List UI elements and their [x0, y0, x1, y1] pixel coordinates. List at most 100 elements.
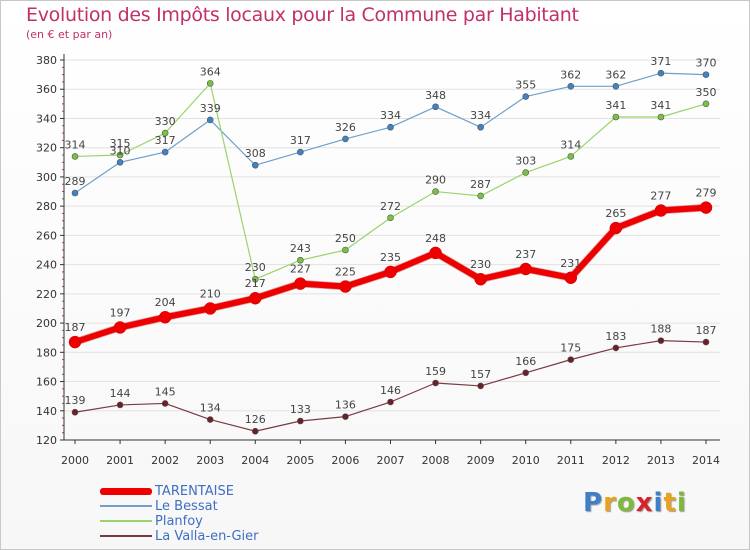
point-planfoy — [161, 129, 169, 137]
data-label-tarentaise: 225 — [335, 266, 356, 279]
data-label-la-valla-en-gier: 187 — [696, 324, 717, 337]
legend-swatch — [100, 520, 152, 522]
point-le-bessat — [251, 161, 259, 169]
data-label-le-bessat: 362 — [605, 68, 626, 81]
data-label-planfoy: 243 — [290, 242, 311, 255]
data-label-le-bessat: 326 — [335, 121, 356, 134]
legend-item: TARENTAISE — [100, 484, 320, 499]
data-label-planfoy: 314 — [65, 138, 86, 151]
chart-subtitle: (en € et par an) — [26, 28, 113, 41]
legend-swatch — [100, 487, 152, 495]
point-tarentaise — [609, 221, 623, 235]
logo-letter: r — [603, 488, 617, 518]
point-le-bessat — [612, 83, 620, 90]
data-label-la-valla-en-gier: 136 — [335, 399, 356, 412]
point-tarentaise — [699, 201, 713, 214]
data-label-la-valla-en-gier: 157 — [470, 368, 491, 381]
data-label-le-bessat: 370 — [696, 57, 717, 70]
data-label-planfoy: 230 — [245, 261, 266, 274]
data-label-tarentaise: 187 — [65, 321, 86, 334]
y-tick-label: 380 — [36, 54, 57, 67]
y-tick-label: 140 — [36, 405, 57, 418]
point-la-valla-en-gier — [387, 398, 394, 406]
data-label-planfoy: 350 — [696, 86, 717, 99]
data-label-le-bessat: 308 — [245, 147, 266, 160]
series-lines — [68, 69, 713, 435]
point-planfoy — [116, 151, 124, 159]
point-le-bessat — [387, 123, 394, 131]
data-label-le-bessat: 348 — [425, 89, 446, 102]
point-le-bessat — [297, 148, 304, 156]
data-label-le-bessat: 355 — [515, 79, 536, 92]
data-label-planfoy: 315 — [110, 137, 131, 150]
x-tick-label: 2000 — [61, 454, 89, 467]
data-label-la-valla-en-gier: 139 — [65, 394, 86, 407]
data-label-planfoy: 250 — [335, 232, 356, 245]
data-label-le-bessat: 334 — [380, 109, 401, 122]
y-tick-label: 260 — [36, 229, 57, 242]
x-tick-label: 2013 — [647, 454, 675, 467]
data-label-tarentaise: 235 — [380, 251, 401, 264]
logo-letter: x — [635, 488, 654, 518]
legend-item: La Valla-en-Gier — [100, 529, 320, 544]
point-le-bessat — [522, 93, 530, 100]
y-tick-label: 200 — [36, 317, 57, 330]
data-label-planfoy: 341 — [605, 99, 626, 112]
point-le-bessat — [657, 69, 665, 77]
x-tick-label: 2010 — [512, 454, 540, 467]
data-label-la-valla-en-gier: 145 — [155, 385, 176, 398]
point-planfoy — [657, 113, 665, 121]
legend-label: Planfoy — [155, 514, 203, 529]
y-tick-label: 280 — [36, 200, 57, 213]
logo-letter: t — [663, 488, 677, 518]
data-label-le-bessat: 310 — [110, 144, 131, 157]
point-tarentaise — [68, 335, 82, 349]
data-label-tarentaise: 277 — [650, 190, 671, 203]
point-la-valla-en-gier — [567, 356, 575, 363]
data-label-planfoy: 290 — [425, 174, 446, 187]
y-tick-label: 160 — [36, 376, 57, 389]
logo-letter: P — [583, 488, 604, 518]
data-label-la-valla-en-gier: 175 — [560, 342, 581, 355]
x-tick-label: 2009 — [467, 454, 495, 467]
point-tarentaise — [294, 277, 307, 290]
point-planfoy — [567, 153, 575, 160]
point-tarentaise — [203, 302, 217, 315]
data-label-la-valla-en-gier: 126 — [245, 413, 266, 426]
x-tick-label: 2014 — [692, 454, 720, 467]
grid-lines — [64, 59, 720, 441]
point-tarentaise — [654, 204, 668, 217]
data-label-la-valla-en-gier: 159 — [425, 365, 446, 378]
point-la-valla-en-gier — [702, 338, 710, 346]
data-label-tarentaise: 230 — [470, 258, 491, 271]
point-planfoy — [432, 188, 439, 195]
point-planfoy — [477, 192, 484, 200]
legend-label: La Valla-en-Gier — [155, 529, 259, 544]
point-le-bessat — [567, 83, 575, 90]
y-tick-label: 120 — [36, 434, 57, 447]
y-tick-label: 180 — [36, 346, 57, 359]
point-tarentaise — [113, 321, 127, 334]
point-la-valla-en-gier — [432, 379, 439, 387]
point-la-valla-en-gier — [522, 369, 530, 377]
data-label-la-valla-en-gier: 183 — [605, 330, 626, 343]
data-label-le-bessat: 371 — [650, 55, 671, 68]
data-label-planfoy: 314 — [560, 138, 581, 151]
point-le-bessat — [432, 103, 439, 111]
x-tick-label: 2012 — [602, 454, 630, 467]
x-tick-label: 2003 — [196, 454, 224, 467]
data-label-planfoy: 272 — [380, 200, 401, 213]
data-label-la-valla-en-gier: 188 — [650, 323, 671, 336]
y-tick-label: 360 — [36, 83, 57, 96]
data-label-le-bessat: 339 — [200, 102, 221, 115]
data-label-tarentaise: 237 — [515, 248, 536, 261]
point-le-bessat — [116, 159, 124, 166]
point-la-valla-en-gier — [251, 427, 259, 435]
data-label-la-valla-en-gier: 166 — [515, 355, 536, 368]
logo-letter: i — [676, 488, 687, 518]
x-tick-label: 2001 — [106, 454, 134, 467]
point-la-valla-en-gier — [71, 408, 79, 416]
y-tick-label: 300 — [36, 171, 57, 184]
point-la-valla-en-gier — [657, 337, 665, 344]
point-planfoy — [387, 214, 394, 222]
